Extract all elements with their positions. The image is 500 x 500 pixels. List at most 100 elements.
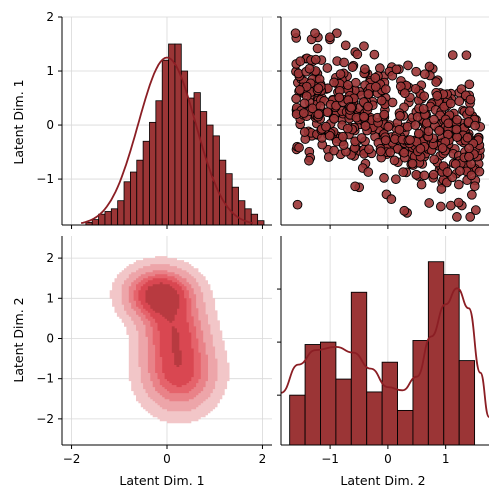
histogram-bar <box>219 159 227 226</box>
histogram-bar <box>225 173 233 226</box>
histogram-bar <box>458 360 476 446</box>
scatter-point <box>419 91 430 102</box>
scatter-point <box>443 118 454 129</box>
scatter-point <box>418 103 429 114</box>
scatter-point <box>298 108 309 118</box>
x-tick-label: 0 <box>163 452 171 466</box>
scatter-point <box>310 54 321 65</box>
x-tick-label: −2 <box>63 452 81 466</box>
histogram-bar <box>304 344 321 446</box>
scatter-point <box>454 96 465 107</box>
y-tick-label: 1 <box>46 64 54 78</box>
kde-line <box>280 287 490 418</box>
scatter-point <box>434 125 445 136</box>
histogram-bar <box>231 186 239 226</box>
ylabel-latent-dim-1: Latent Dim. 1 <box>11 79 26 164</box>
scatter-point <box>321 121 331 132</box>
scatter-point <box>310 28 320 39</box>
scatter-point <box>424 198 435 208</box>
scatter-point <box>429 114 439 125</box>
scatter-point <box>329 145 339 156</box>
scatter-point <box>363 167 374 177</box>
scatter-point <box>424 61 435 72</box>
histogram-bar <box>443 274 460 446</box>
scatter-point <box>323 152 334 162</box>
histogram-bar <box>149 121 157 226</box>
scatter-point <box>313 83 324 94</box>
scatter-point <box>340 40 351 51</box>
histogram-bar <box>397 409 414 446</box>
scatter-point <box>394 124 405 135</box>
y-tick-label: −1 <box>36 372 54 386</box>
x-tick-label: −1 <box>321 452 339 466</box>
ylabel-latent-dim-2: Latent Dim. 2 <box>11 297 26 382</box>
scatter-point <box>399 205 410 216</box>
scatter-point <box>387 97 398 108</box>
scatter-point <box>359 41 369 52</box>
scatter-point <box>405 135 415 145</box>
scatter-point <box>299 98 310 109</box>
scatter-point <box>379 109 390 120</box>
scatter-point <box>423 126 434 137</box>
scatter-point <box>370 81 381 92</box>
panel-latent2-histogram: −1 0 1 <box>277 236 490 466</box>
scatter-point <box>375 63 385 73</box>
scatter-point <box>381 84 391 95</box>
scatter-point <box>415 143 426 154</box>
scatter-point <box>395 110 405 121</box>
scatter-point <box>398 167 408 178</box>
scatter-point <box>464 151 474 162</box>
y-tick-label: −2 <box>36 412 54 426</box>
scatter-point <box>419 69 430 80</box>
y-tick-label: 2 <box>46 251 54 265</box>
scatter-point <box>467 189 477 200</box>
scatter-point <box>413 128 424 139</box>
scatter-point <box>432 90 443 101</box>
y-tick-label: 0 <box>46 331 54 345</box>
xlabel-latent-dim-2: Latent Dim. 2 <box>340 473 425 488</box>
scatter-point <box>334 92 345 103</box>
scatter-point <box>356 133 367 143</box>
scatter-point <box>402 121 413 132</box>
x-tick-label: 1 <box>442 452 450 466</box>
scatter-point <box>376 95 387 106</box>
scatter-point <box>407 158 418 169</box>
histogram-bar <box>412 340 429 446</box>
histogram-bar <box>142 140 150 226</box>
scatter-point <box>369 49 380 60</box>
scatter-point <box>352 49 363 60</box>
scatter-point <box>453 179 464 190</box>
scatter-point <box>386 194 397 205</box>
scatter-point <box>474 166 485 177</box>
panel-scatter <box>277 16 489 229</box>
scatter-point <box>291 93 301 104</box>
scatter-point <box>325 32 335 43</box>
panel-latent1-histogram: −1 0 1 2 <box>36 10 272 229</box>
scatter-point <box>431 77 442 87</box>
histogram-bar <box>381 361 398 446</box>
scatter-point <box>452 212 462 222</box>
scatter-points <box>290 28 486 222</box>
scatter-point <box>322 107 333 118</box>
scatter-point <box>337 131 348 142</box>
scatter-point <box>445 98 456 109</box>
scatter-point <box>419 170 430 181</box>
histogram-bar <box>350 291 368 446</box>
scatter-point <box>346 102 357 113</box>
scatter-point <box>436 184 447 194</box>
scatter-point <box>442 167 453 177</box>
scatter-point <box>375 146 386 157</box>
scatter-point <box>290 28 301 39</box>
histogram-bar <box>161 59 169 226</box>
scatter-point <box>451 124 462 135</box>
scatter-point <box>339 57 349 68</box>
scatter-point <box>435 201 446 212</box>
histogram-bar <box>335 378 352 446</box>
kde-contour-level <box>145 282 182 367</box>
y-tick-label: 1 <box>46 291 54 305</box>
histogram-bar <box>136 159 144 226</box>
scatter-point <box>416 179 427 190</box>
scatter-point <box>343 80 353 90</box>
scatter-point <box>410 83 421 94</box>
scatter-point <box>461 50 472 61</box>
